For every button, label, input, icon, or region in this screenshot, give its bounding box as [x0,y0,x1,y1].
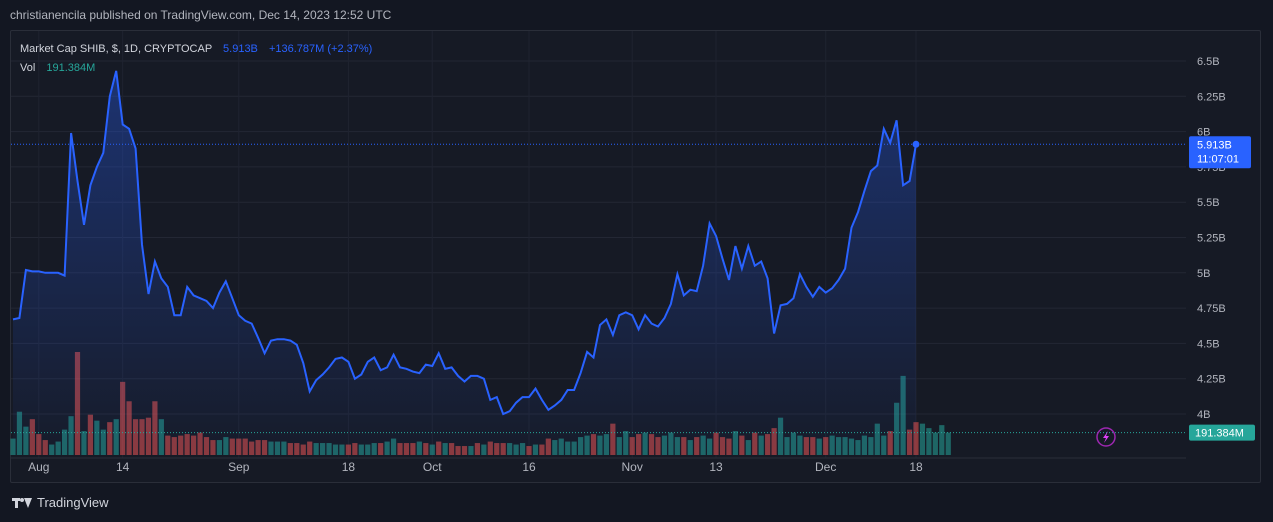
x-axis-labels: Aug 14 Sep 18 Oct 16 Nov 13 Dec 18 [28,460,923,474]
volume-tag-value: 191.384M [1195,428,1244,440]
footer-brand[interactable]: TradingView [12,495,109,510]
price-tag-countdown: 11:07:01 [1197,153,1239,165]
x-tick-label: 13 [709,460,723,474]
volume-bar [932,432,938,455]
legend-symbol: Market Cap SHIB, $, 1D, CRYPTOCAP [20,43,212,55]
legend-vol-value: 191.384M [46,62,96,74]
market-cap-area [13,70,916,456]
y-tick-label: 4.75B [1197,303,1226,315]
x-tick-label: Oct [423,460,442,474]
x-tick-label: Dec [815,460,836,474]
lightning-icon[interactable] [1096,427,1116,447]
volume-bar [939,425,945,455]
y-tick-label: 4.5B [1197,338,1220,350]
x-tick-label: 14 [116,460,130,474]
tradingview-logo-icon [12,496,32,510]
y-tick-label: 6.25B [1197,91,1226,103]
volume-bar [919,423,926,455]
market-cap-line [12,70,917,416]
y-tick-label: 5B [1197,268,1210,280]
footer-brand-label: TradingView [37,495,109,510]
y-tick-label: 5.5B [1197,197,1220,209]
y-tick-label: 4.25B [1197,374,1226,386]
x-tick-label: Sep [228,460,250,474]
y-tick-label: 6B [1197,127,1210,139]
price-tag: 5.913B 11:07:01 [1189,136,1251,169]
price-tag-value: 5.913B [1197,139,1232,151]
x-tick-label: 16 [522,460,536,474]
volume-bar [945,432,951,455]
y-tick-label: 5.25B [1197,233,1226,245]
last-price-dot [912,140,920,148]
legend-change: +136.787M (+2.37%) [268,43,373,55]
x-tick-label: Aug [28,460,49,474]
chart-legend: Market Cap SHIB, $, 1D, CRYPTOCAP 5.913B… [20,40,372,78]
x-tick-label: 18 [342,460,356,474]
y-tick-label: 6.5B [1197,56,1220,68]
x-tick-label: Nov [622,460,643,474]
publisher-header: christianencila published on TradingView… [10,8,392,22]
volume-bar [926,428,932,455]
x-tick-label: 18 [909,460,923,474]
volume-tag: 191.384M [1189,424,1255,441]
legend-value: 5.913B [223,43,258,55]
legend-vol-label: Vol [20,62,36,74]
y-tick-label: 4B [1197,409,1210,421]
y-axis-labels: 6.5B6.25B6B5.75B5.5B5.25B5B4.75B4.5B4.25… [1197,56,1226,421]
